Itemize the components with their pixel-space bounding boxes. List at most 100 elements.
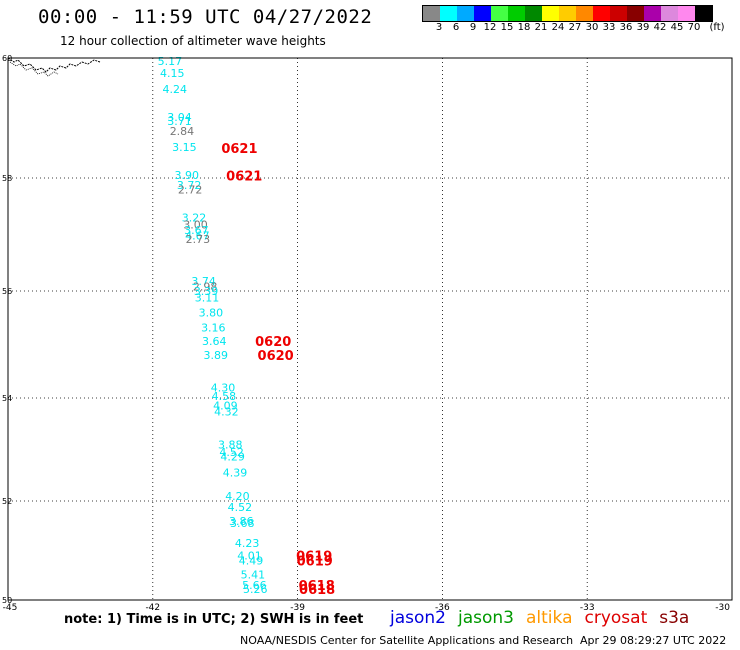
colorbar-tick-label: 15 [500, 22, 514, 33]
wave-height-reading: 3.16 [201, 321, 226, 334]
colorbar-tick-label: 33 [602, 22, 616, 33]
wave-height-reading: 3.88 [218, 438, 243, 451]
map-title: 00:00 - 11:59 UTC 04/27/2022 [38, 6, 373, 28]
colorbar-tick-label: 70 [687, 22, 701, 33]
mission-jason2: jason2 [390, 608, 446, 628]
latitude-label: 58 [2, 174, 12, 183]
wave-height-readings: 5.174.154.243.043.712.843.153.903.722.72… [158, 55, 268, 596]
wave-height-reading: 4.20 [225, 490, 250, 503]
colorbar-tick-label: 24 [551, 22, 565, 33]
wave-height-reading: 5.26 [243, 583, 267, 596]
latitude-label: 50 [2, 596, 12, 605]
mission-jason3: jason3 [458, 608, 514, 628]
wave-height-reading: 3.64 [202, 335, 227, 348]
mission-altika: altika [526, 608, 573, 628]
colorbar-tick-label: 12 [483, 22, 497, 33]
colorbar-unit-label: (ft) [709, 22, 725, 33]
colorbar-tick-label: 27 [568, 22, 582, 33]
wave-height-reading: 4.39 [223, 467, 248, 480]
latitude-label: 56 [2, 287, 12, 296]
axis-labels: -45 -42 -39 -36 -33 -30 60 58 56 54 52 50 [2, 54, 730, 613]
colorbar-swatch [491, 6, 508, 21]
wave-height-reading: 2.73 [186, 233, 211, 246]
colorbar-swatch [423, 6, 440, 21]
colorbar-swatch [644, 6, 661, 21]
longitude-label: -45 [3, 603, 18, 613]
wave-height-reading: 4.67 [185, 230, 210, 243]
colorbar-tick-label: 3 [435, 22, 443, 33]
map-frame [7, 57, 733, 601]
pass-time-tag: 0619 [297, 554, 333, 569]
mission-cryosat: cryosat [584, 608, 648, 628]
wave-height-reading: 2.72 [178, 183, 203, 196]
latitude-label: 54 [2, 394, 12, 403]
pass-time-tag: 0621 [226, 170, 262, 185]
colorbar-swatch [610, 6, 627, 21]
wave-height-reading: 3.72 [177, 179, 202, 192]
colorbar-tick-label: 36 [619, 22, 633, 33]
colorbar-swatch [457, 6, 474, 21]
wave-height-reading: 3.67 [184, 224, 209, 237]
longitude-label: -30 [715, 603, 730, 613]
wave-height-reading: 5.66 [242, 579, 266, 592]
latitude-label: 60 [2, 54, 12, 63]
colorbar-tick-label: 30 [585, 22, 599, 33]
wave-height-reading: 4.32 [214, 405, 239, 418]
colorbar-swatch [661, 6, 678, 21]
wave-height-reading: 4.15 [160, 67, 185, 80]
mission-s3a: s3a [659, 608, 690, 628]
pass-time-tag: 0621 [221, 142, 257, 157]
wave-height-reading: 3.00 [183, 218, 208, 231]
colorbar-tick-label: 18 [517, 22, 531, 33]
wave-height-reading: 3.71 [167, 115, 192, 128]
wave-height-reading: 3.15 [172, 141, 197, 154]
colorbar-swatch [440, 6, 457, 21]
colorbar-tick-label: 6 [452, 22, 460, 33]
wave-height-reading: 4.30 [211, 381, 236, 394]
colorbar-swatch [695, 6, 712, 21]
longitude-label: -42 [145, 603, 160, 613]
lat-lon-grid [8, 58, 732, 600]
longitude-label: -33 [580, 603, 595, 613]
colorbar-swatch [508, 6, 525, 21]
generation-timestamp: Apr 29 08:29:27 UTC 2022 [580, 634, 727, 647]
colorbar-tick-labels: 3 6 9 12 15 18 21 24 27 30 33 36 39 42 45 70 (ft) [422, 22, 740, 34]
colorbar-swatch [474, 6, 491, 21]
pass-time-tag: 0620 [255, 335, 291, 350]
pass-time-tag: 0618 [299, 579, 335, 594]
longitude-label: -39 [290, 603, 305, 613]
wave-height-reading: 3.68 [230, 517, 255, 530]
wave-height-reading: 4.49 [239, 554, 264, 567]
wave-height-colorbar [422, 5, 713, 22]
wave-height-reading: 4.52 [228, 501, 253, 514]
colorbar-swatch [542, 6, 559, 21]
wave-height-reading: 3.89 [203, 349, 228, 362]
wave-height-reading: 4.01 [237, 549, 262, 562]
wave-height-reading: 2.98 [193, 280, 218, 293]
pass-time-tag: 0618 [299, 583, 335, 598]
footer-note: note: 1) Time is in UTC; 2) SWH is in fe… [64, 612, 364, 627]
wave-height-reading: 3.74 [191, 275, 216, 288]
wave-height-reading: 3.11 [195, 291, 220, 304]
longitude-label: -36 [435, 603, 450, 613]
colorbar-swatch [525, 6, 542, 21]
colorbar-swatch [627, 6, 644, 21]
wave-height-reading: 3.80 [199, 306, 224, 319]
colorbar-tick-label: 45 [670, 22, 684, 33]
wave-height-reading: 4.58 [212, 390, 237, 403]
mission-legend: jason2 jason3 altika cryosat s3a [390, 608, 701, 628]
wave-height-reading: 4.52 [219, 446, 244, 459]
wave-height-reading: 4.24 [162, 83, 187, 96]
wave-height-reading: 3.90 [175, 169, 200, 182]
pass-time-tag: 0620 [258, 349, 294, 364]
wave-height-reading: 3.86 [229, 515, 254, 528]
credit-line: NOAA/NESDIS Center for Satellite Applica… [240, 634, 574, 647]
map-subtitle: 12 hour collection of altimeter wave hei… [60, 34, 326, 48]
wave-height-reading: 3.22 [182, 212, 207, 225]
colorbar-swatch [593, 6, 610, 21]
wave-height-reading: 3.39 [194, 285, 219, 298]
wave-height-reading: 4.09 [213, 400, 238, 413]
colorbar-tick-label: 21 [534, 22, 548, 33]
